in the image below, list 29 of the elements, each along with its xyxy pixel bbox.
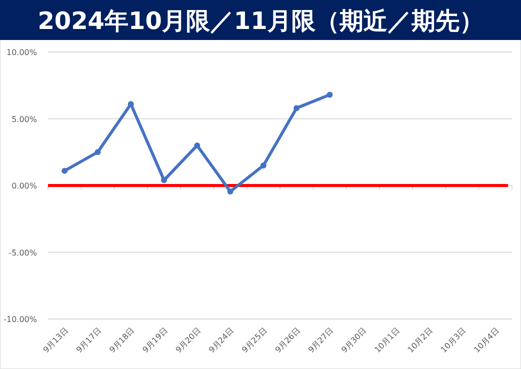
y-tick-label: 0.00% <box>12 182 38 190</box>
y-tick-label: 10.00% <box>6 48 38 57</box>
x-tick-label: 10月3日 <box>439 326 468 355</box>
point <box>94 149 101 156</box>
x-tick-label: 10月4日 <box>472 326 501 355</box>
y-tick-label: 5.00% <box>12 114 38 124</box>
x-tick-label: 9月20日 <box>174 326 203 355</box>
x-tick-label: 9月30日 <box>340 326 368 355</box>
point <box>161 177 167 184</box>
x-tick-label: 9月18日 <box>108 326 136 355</box>
x-tick-label: 10月1日 <box>372 326 402 355</box>
point <box>62 168 68 174</box>
x-tick-label: 9月27日 <box>306 326 336 355</box>
point <box>260 162 266 168</box>
x-tick-label: 9月19日 <box>140 326 170 355</box>
x-tick-label: 9月24日 <box>207 326 236 355</box>
x-tick-label: 9月26日 <box>274 326 302 355</box>
x-tick-label: 9月25日 <box>240 326 269 355</box>
point <box>128 101 134 108</box>
y-tick-label: -10.00% <box>4 315 38 324</box>
y-tick-label: -5.00% <box>8 248 38 258</box>
x-tick-label: 10月2日 <box>406 326 435 355</box>
point <box>227 188 234 195</box>
point <box>326 92 333 98</box>
point <box>294 105 300 112</box>
point <box>194 142 200 148</box>
x-tick-label: 9月13日 <box>42 326 70 355</box>
chart-title: 2024年10月限／11月限（期近／期先） <box>38 7 484 35</box>
x-tick-label: 9月17日 <box>74 326 104 355</box>
